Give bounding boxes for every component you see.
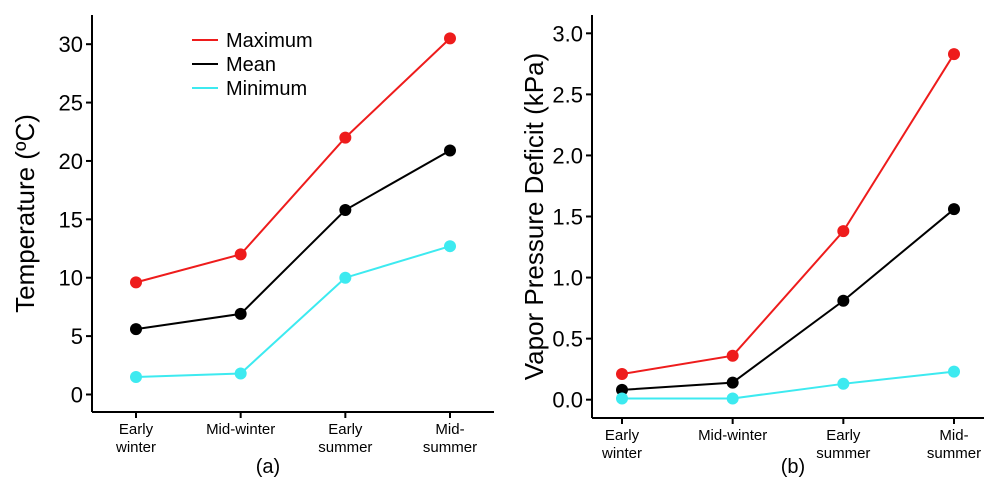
panel-label: (b) [781,456,805,478]
series-line-minimum [622,370,955,400]
data-point-maximum [130,276,142,289]
y-tick-label: 20 [59,149,83,174]
data-point-mean [948,203,960,216]
series-line-mean [621,208,955,391]
y-tick-label: 1.0 [552,266,583,291]
legend-entry: Minimum [226,78,307,100]
x-tick-label: Mid-winter [698,427,767,444]
x-tick-label: Early summer [816,427,870,462]
panel-label: (a) [256,456,280,478]
series-line-mean [135,149,451,331]
y-tick-label: 30 [59,32,83,57]
x-tick-label: Mid-summer [423,421,477,456]
data-point-minimum [948,365,960,378]
y-tick-label: 2.5 [552,82,583,107]
data-point-maximum [837,225,850,238]
y-tick-label: 15 [59,207,83,232]
panel-a: 0 5 10 15 20 25 30 Early winter Mid-winter Early su… [10,15,494,478]
data-point-minimum [234,367,247,380]
x-tick-label: Early winter [115,421,156,456]
x-tick-label: Mid-summer [927,427,981,462]
data-point-maximum [234,248,247,261]
data-point-minimum [444,240,456,253]
y-tick-label: 1.5 [552,205,583,230]
y-tick-label: 5 [71,324,83,349]
panel-b: 0.0 0.5 1.0 1.5 2.0 2.5 3.0 Early winter Mid-wint… [519,15,984,478]
data-point-minimum [130,370,142,383]
y-tick-label: 3.0 [552,21,583,46]
y-tick-label: 0.5 [552,327,583,352]
data-point-maximum [726,349,739,362]
data-point-maximum [948,48,960,61]
data-point-maximum [339,131,352,144]
legend-entry: Mean [226,54,276,76]
series-line-maximum [135,37,451,284]
data-point-minimum [726,392,739,405]
data-point-minimum [616,392,628,405]
x-tick-label: Early summer [318,421,372,456]
y-axis-title: Temperature (ºC) [10,114,40,313]
series-line-maximum [621,53,955,376]
data-point-mean [234,307,247,320]
data-point-maximum [444,32,456,45]
data-point-mean [616,383,628,396]
y-axis-title: Vapor Pressure Deficit (kPa) [519,53,549,381]
data-point-mean [444,144,456,157]
y-tick-label: 0 [71,382,83,407]
x-tick-label: Mid-winter [206,421,275,438]
data-point-mean [837,294,850,307]
data-point-maximum [616,368,628,381]
legend-entry: Maximum [226,30,313,52]
data-point-mean [339,203,352,216]
y-tick-label: 10 [59,266,83,291]
x-tick-label: Early winter [601,427,642,462]
y-tick-label: 2.0 [552,143,583,168]
y-tick-label: 0.0 [552,388,583,413]
data-point-minimum [837,377,850,390]
data-point-mean [130,323,142,336]
y-tick-label: 25 [59,91,83,116]
series-line-minimum [135,245,451,378]
data-point-mean [726,376,739,389]
data-point-minimum [339,271,352,284]
